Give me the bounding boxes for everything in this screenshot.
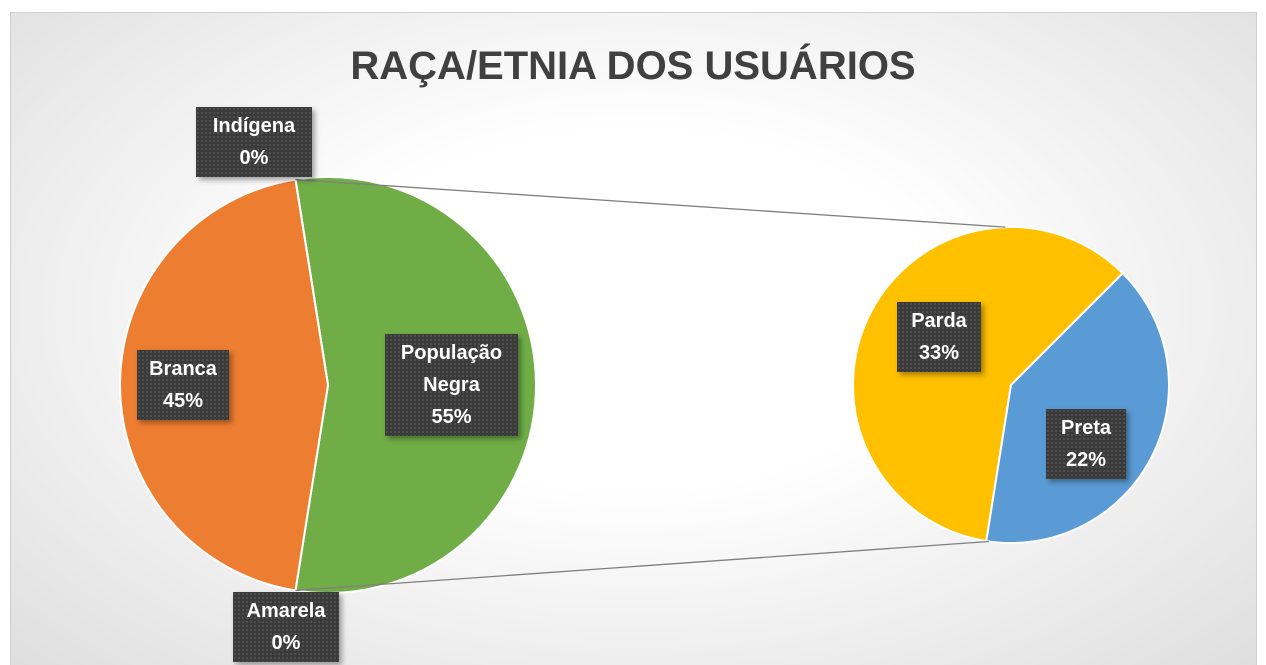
value-label: 0%: [271, 632, 301, 654]
category-name: Branca: [149, 358, 217, 380]
data-label: Parda 33%: [897, 302, 981, 372]
value-label: 22%: [1065, 449, 1107, 471]
data-label: Branca 45%: [137, 350, 229, 420]
category-name: Parda: [911, 310, 967, 332]
data-label: Amarela 0%: [233, 592, 339, 662]
category-name: População Negra: [400, 342, 503, 396]
data-label: Indígena 0%: [196, 107, 312, 177]
category-name: Preta: [1060, 417, 1112, 439]
value-label: 45%: [162, 390, 204, 412]
value-label: 55%: [431, 406, 472, 428]
data-label: População Negra 55%: [385, 334, 518, 436]
category-name: Amarela: [246, 600, 326, 622]
chart-title: RAÇA/ETNIA DOS USUÁRIOS: [350, 44, 916, 88]
data-label: Preta 22%: [1046, 409, 1126, 479]
connector-line: [295, 540, 990, 592]
category-name: Indígena: [212, 115, 296, 137]
connector-line: [295, 178, 1006, 228]
value-label: 33%: [918, 342, 960, 364]
value-label: 0%: [239, 147, 269, 169]
